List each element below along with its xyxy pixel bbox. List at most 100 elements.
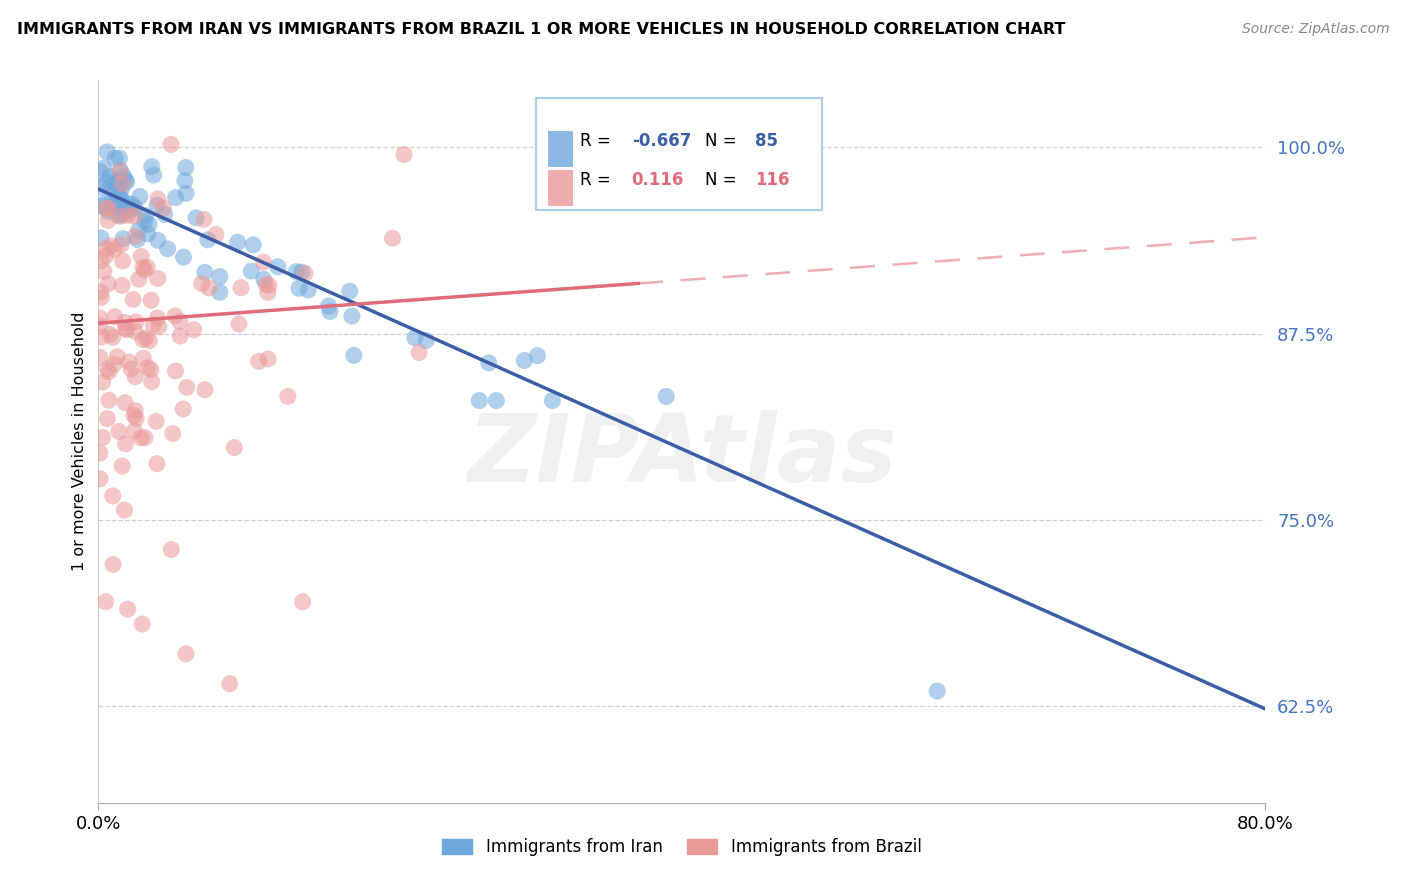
Point	[146, 271, 169, 285]
Point	[208, 269, 231, 284]
Point	[117, 208, 139, 222]
Point	[118, 355, 141, 369]
Point	[319, 304, 342, 318]
Point	[124, 403, 146, 417]
Point	[174, 647, 197, 661]
Point	[96, 175, 118, 189]
Point	[134, 431, 156, 445]
Text: Source: ZipAtlas.com: Source: ZipAtlas.com	[1241, 22, 1389, 37]
Point	[104, 310, 127, 324]
Point	[194, 383, 217, 397]
Point	[104, 185, 127, 199]
Text: N =: N =	[706, 132, 742, 150]
Point	[205, 227, 228, 242]
Point	[124, 424, 146, 438]
Point	[97, 204, 120, 219]
Point	[97, 213, 120, 227]
Point	[96, 362, 118, 376]
Point	[122, 293, 145, 307]
Point	[128, 223, 150, 237]
Point	[134, 214, 156, 228]
Point	[124, 324, 146, 338]
Point	[381, 231, 404, 245]
Point	[107, 174, 129, 188]
Point	[131, 617, 153, 632]
Point	[98, 169, 121, 184]
Point	[98, 327, 121, 342]
Point	[218, 676, 240, 690]
Point	[513, 353, 536, 368]
Text: IMMIGRANTS FROM IRAN VS IMMIGRANTS FROM BRAZIL 1 OR MORE VEHICLES IN HOUSEHOLD C: IMMIGRANTS FROM IRAN VS IMMIGRANTS FROM …	[17, 22, 1066, 37]
Point	[94, 202, 117, 216]
Point	[98, 179, 121, 194]
Point	[165, 309, 187, 323]
Point	[122, 409, 145, 423]
Text: ZIPAtlas: ZIPAtlas	[467, 410, 897, 502]
Point	[226, 235, 249, 250]
Point	[229, 281, 252, 295]
Point	[124, 201, 146, 215]
Point	[297, 283, 319, 297]
Point	[105, 350, 128, 364]
Point	[110, 237, 132, 252]
Point	[124, 209, 146, 223]
Point	[136, 260, 159, 275]
Point	[655, 389, 678, 403]
Text: 116: 116	[755, 171, 790, 189]
Point	[294, 267, 316, 281]
Point	[108, 425, 131, 439]
Point	[193, 212, 215, 227]
Point	[139, 293, 162, 308]
Point	[115, 175, 138, 189]
Point	[136, 360, 159, 375]
Point	[124, 369, 146, 384]
Point	[90, 330, 112, 344]
Point	[136, 227, 159, 241]
Point	[103, 174, 125, 188]
Point	[90, 180, 112, 194]
Point	[148, 319, 170, 334]
Point	[114, 315, 136, 329]
Point	[114, 203, 136, 218]
Point	[121, 197, 143, 211]
Point	[96, 411, 118, 425]
Point	[114, 321, 136, 335]
Point	[93, 161, 115, 175]
Point	[111, 208, 134, 222]
Point	[110, 182, 132, 196]
Point	[257, 278, 280, 293]
Point	[132, 333, 155, 347]
Point	[160, 137, 183, 152]
Point	[145, 414, 167, 428]
Text: N =: N =	[706, 171, 742, 189]
Point	[91, 375, 114, 389]
Point	[135, 331, 157, 345]
Point	[146, 192, 169, 206]
Point	[198, 281, 221, 295]
Point	[146, 311, 169, 326]
Point	[111, 177, 134, 191]
Point	[107, 208, 129, 222]
Point	[277, 389, 299, 403]
Point	[343, 348, 366, 362]
Point	[118, 203, 141, 218]
Point	[128, 272, 150, 286]
Point	[115, 323, 138, 337]
Point	[256, 285, 278, 300]
Point	[89, 446, 111, 460]
Point	[112, 198, 135, 212]
Point	[104, 195, 127, 210]
Text: 85: 85	[755, 132, 779, 150]
Point	[107, 178, 129, 192]
Point	[408, 345, 430, 359]
Point	[183, 323, 205, 337]
Point	[132, 260, 155, 275]
Point	[242, 237, 264, 252]
Point	[415, 334, 437, 348]
Point	[526, 349, 548, 363]
Point	[169, 314, 191, 328]
Point	[98, 365, 121, 379]
Point	[101, 489, 124, 503]
Point	[291, 595, 314, 609]
Point	[117, 602, 139, 616]
